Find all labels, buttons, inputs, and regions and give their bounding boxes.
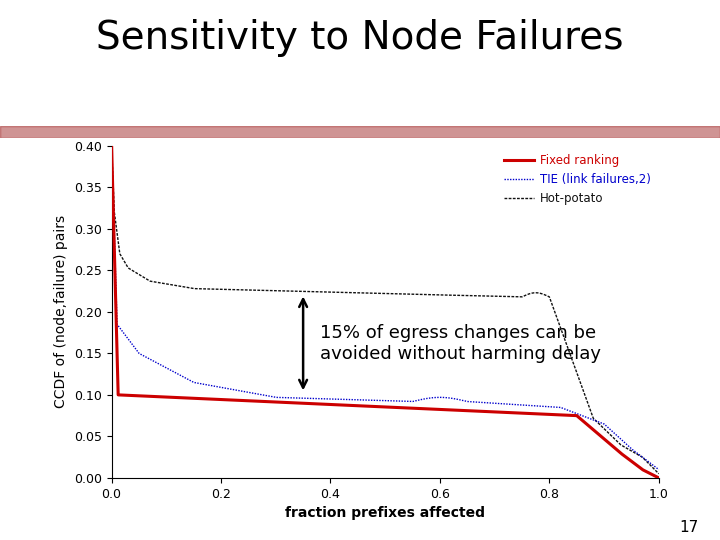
TIE (link failures,2): [317, 395, 325, 402]
Hot-potato: [644, 460, 652, 466]
Fixed ranking: [654, 475, 663, 481]
TIE (link failures,2): [644, 458, 652, 465]
Hot-potato: [341, 289, 349, 296]
TIE (link failures,2): [341, 396, 349, 403]
Fixed ranking: [585, 423, 593, 429]
TIE (link failures,2): [170, 369, 179, 375]
Y-axis label: CCDF of (node,failure) pairs: CCDF of (node,failure) pairs: [54, 215, 68, 408]
Hot-potato: [317, 289, 325, 295]
Hot-potato: [585, 404, 593, 410]
X-axis label: fraction prefixes affected: fraction prefixes affected: [285, 506, 485, 520]
TIE (link failures,2): [585, 415, 593, 422]
TIE (link failures,2): [654, 467, 663, 473]
Line: Fixed ranking: Fixed ranking: [112, 146, 659, 478]
TIE (link failures,2): [107, 143, 116, 149]
Hot-potato: [202, 286, 211, 292]
Hot-potato: [654, 470, 663, 477]
TIE (link failures,2): [202, 382, 211, 388]
Line: TIE (link failures,2): TIE (link failures,2): [112, 146, 659, 470]
Hot-potato: [107, 143, 116, 149]
Line: Hot-potato: Hot-potato: [112, 146, 659, 474]
Fixed ranking: [202, 396, 211, 402]
Fixed ranking: [317, 401, 325, 407]
Text: 15% of egress changes can be
avoided without harming delay: 15% of egress changes can be avoided wit…: [320, 324, 600, 363]
Text: Sensitivity to Node Failures: Sensitivity to Node Failures: [96, 19, 624, 57]
Fixed ranking: [170, 394, 179, 401]
Fixed ranking: [644, 469, 652, 476]
Text: 17: 17: [679, 519, 698, 535]
Legend: Fixed ranking, TIE (link failures,2), Hot-potato: Fixed ranking, TIE (link failures,2), Ho…: [500, 150, 655, 210]
Fixed ranking: [341, 402, 349, 408]
Hot-potato: [170, 282, 179, 288]
Fixed ranking: [107, 143, 116, 149]
